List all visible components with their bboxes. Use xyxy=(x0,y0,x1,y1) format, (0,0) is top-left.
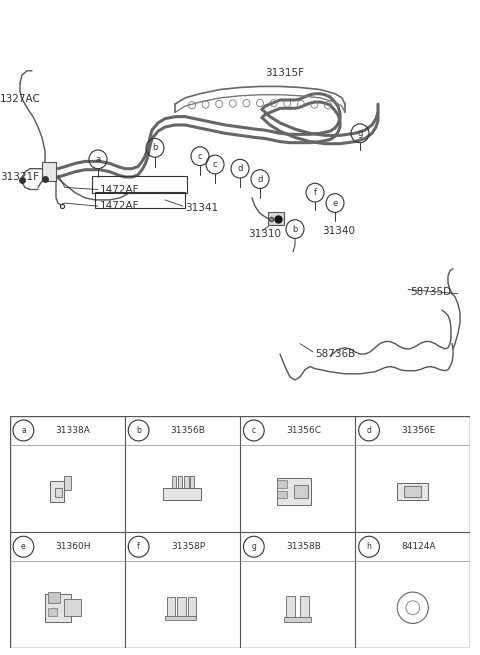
Bar xyxy=(397,483,428,500)
Text: b: b xyxy=(136,426,141,435)
Text: b: b xyxy=(292,225,298,234)
Text: f: f xyxy=(313,188,316,197)
Text: e: e xyxy=(21,542,26,552)
Bar xyxy=(277,480,287,488)
Text: 1327AC: 1327AC xyxy=(0,94,41,104)
Bar xyxy=(167,597,176,618)
Bar xyxy=(268,212,284,225)
Bar xyxy=(294,485,308,498)
Bar xyxy=(284,618,312,622)
Bar xyxy=(64,476,71,490)
Text: f: f xyxy=(137,542,140,552)
Text: 31340: 31340 xyxy=(322,226,355,236)
Bar xyxy=(42,162,56,181)
Bar xyxy=(48,592,60,603)
Bar xyxy=(163,488,202,500)
Text: 31358P: 31358P xyxy=(171,542,205,552)
Text: 31360H: 31360H xyxy=(55,542,91,552)
Text: 58736B: 58736B xyxy=(315,349,355,359)
Text: 31356B: 31356B xyxy=(171,426,205,435)
Bar xyxy=(188,597,196,618)
Bar xyxy=(178,476,182,488)
Bar xyxy=(177,597,186,618)
Bar xyxy=(404,486,421,496)
Bar xyxy=(190,476,194,488)
Text: g: g xyxy=(357,129,363,138)
Text: d: d xyxy=(237,164,243,173)
Text: g: g xyxy=(252,542,256,552)
Text: a: a xyxy=(21,426,26,435)
Text: 1472AF: 1472AF xyxy=(100,185,140,195)
Bar xyxy=(184,476,189,488)
Text: e: e xyxy=(332,198,337,208)
Text: 31310: 31310 xyxy=(248,229,281,239)
Text: 31341: 31341 xyxy=(185,203,218,214)
Bar xyxy=(55,488,62,496)
Bar xyxy=(95,192,185,208)
Text: d: d xyxy=(367,426,372,435)
Text: a: a xyxy=(96,155,101,164)
Bar xyxy=(300,595,309,620)
Bar xyxy=(92,176,187,193)
Text: d: d xyxy=(257,175,263,183)
Bar xyxy=(64,599,81,616)
Text: 31338A: 31338A xyxy=(56,426,90,435)
Bar xyxy=(172,476,176,488)
Text: c: c xyxy=(198,152,202,160)
Text: c: c xyxy=(252,426,256,435)
Bar xyxy=(165,616,196,620)
Bar xyxy=(277,477,312,506)
Text: 31315F: 31315F xyxy=(265,68,304,78)
Bar xyxy=(45,594,71,622)
Text: 31321F: 31321F xyxy=(0,172,39,182)
Bar xyxy=(48,608,57,616)
Text: 31356C: 31356C xyxy=(286,426,321,435)
Bar xyxy=(277,491,287,498)
Text: h: h xyxy=(367,542,372,552)
Text: 31358B: 31358B xyxy=(286,542,321,552)
Text: 58735D: 58735D xyxy=(410,286,451,297)
Text: 84124A: 84124A xyxy=(401,542,436,552)
Text: c: c xyxy=(213,160,217,169)
Text: b: b xyxy=(152,143,158,153)
Text: 31356E: 31356E xyxy=(401,426,436,435)
Bar xyxy=(50,481,64,502)
Bar xyxy=(287,595,295,620)
Text: 1472AF: 1472AF xyxy=(100,201,140,211)
